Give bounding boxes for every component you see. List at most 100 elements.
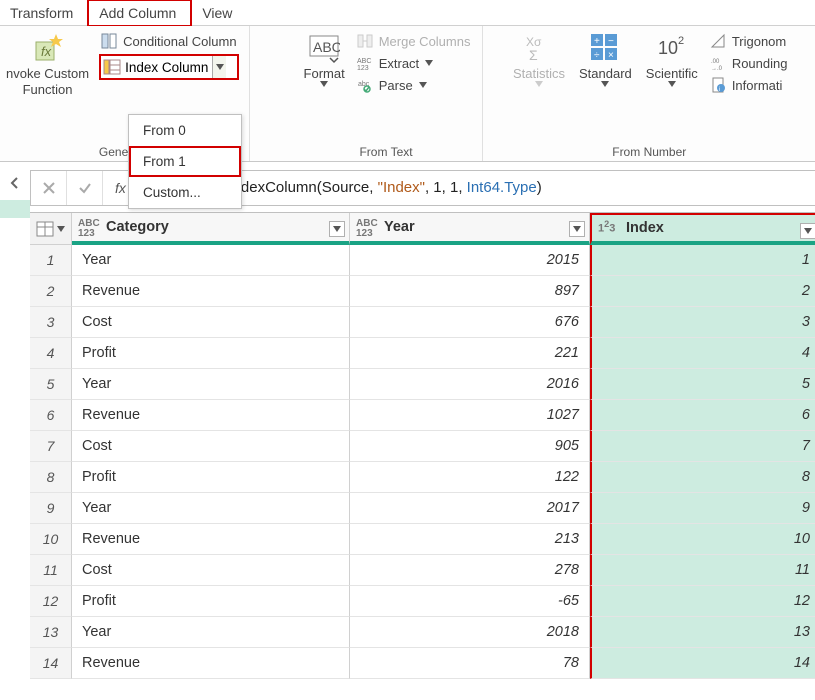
info-icon: i [710,77,726,93]
selected-query-marker [0,200,30,218]
row-number[interactable]: 5 [30,369,72,400]
formula-commit-button[interactable] [67,171,103,205]
cell-year[interactable]: 78 [350,648,590,679]
header-index[interactable]: 123 Index [590,213,815,245]
row-number[interactable]: 6 [30,400,72,431]
row-number[interactable]: 11 [30,555,72,586]
cell-category[interactable]: Year [72,369,350,400]
cell-category[interactable]: Year [72,245,350,276]
menu-item-from-1[interactable]: From 1 [129,146,241,177]
cell-year[interactable]: 2017 [350,493,590,524]
merge-columns-button: Merge Columns [355,32,473,50]
cell-year[interactable]: 905 [350,431,590,462]
filter-dropdown-index[interactable] [800,223,815,239]
row-number[interactable]: 3 [30,307,72,338]
extract-button[interactable]: ABC123 Extract [355,54,473,72]
tab-view[interactable]: View [192,1,246,25]
cell-index[interactable]: 2 [590,276,815,307]
cell-category[interactable]: Year [72,493,350,524]
information-button[interactable]: i Informati [708,76,790,94]
conditional-column-button[interactable]: Conditional Column [99,32,238,50]
tab-add-column[interactable]: Add Column [87,0,192,27]
index-column-dropdown-arrow[interactable] [212,56,226,78]
svg-text:ABC: ABC [357,58,371,65]
cell-index[interactable]: 6 [590,400,815,431]
cell-index[interactable]: 4 [590,338,815,369]
cell-year[interactable]: 1027 [350,400,590,431]
cell-year[interactable]: 897 [350,276,590,307]
cell-year[interactable]: 676 [350,307,590,338]
row-number[interactable]: 1 [30,245,72,276]
type-any-icon: ABC123 [78,219,100,235]
extract-label: Extract [379,56,419,71]
filter-dropdown-year[interactable] [569,221,585,237]
scientific-button[interactable]: 102 Scientific [642,30,702,89]
cell-index[interactable]: 13 [590,617,815,648]
index-column-button[interactable]: Index Column [99,54,238,80]
format-button[interactable]: ABC Format [300,30,349,89]
row-number[interactable]: 8 [30,462,72,493]
ribbon-group-from-text: ABC Format Merge Columns ABC123 Extract … [290,26,484,161]
cell-index[interactable]: 5 [590,369,815,400]
cell-index[interactable]: 9 [590,493,815,524]
cell-category[interactable]: Year [72,617,350,648]
row-number[interactable]: 9 [30,493,72,524]
cell-category[interactable]: Cost [72,307,350,338]
cell-year[interactable]: -65 [350,586,590,617]
cell-index[interactable]: 1 [590,245,815,276]
formula-mid: , 1, 1, [425,179,467,196]
cell-category[interactable]: Profit [72,338,350,369]
row-number[interactable]: 2 [30,276,72,307]
row-number[interactable]: 7 [30,431,72,462]
header-index-label: Index [626,220,664,236]
parse-icon: abc [357,77,373,93]
cell-category[interactable]: Cost [72,555,350,586]
group-label-from-text: From Text [359,143,412,159]
trigonometry-button[interactable]: Trigonom [708,32,790,50]
chevron-down-icon [601,81,609,87]
cell-category[interactable]: Profit [72,462,350,493]
formula-cancel-button[interactable] [31,171,67,205]
header-rownum[interactable] [30,213,72,245]
cell-index[interactable]: 3 [590,307,815,338]
row-number[interactable]: 4 [30,338,72,369]
menu-item-custom[interactable]: Custom... [129,177,241,208]
cell-year[interactable]: 2015 [350,245,590,276]
cell-year[interactable]: 2018 [350,617,590,648]
parse-button[interactable]: abc Parse [355,76,473,94]
header-year[interactable]: ABC123 Year [350,213,590,245]
cell-category[interactable]: Revenue [72,648,350,679]
row-number[interactable]: 10 [30,524,72,555]
cell-year[interactable]: 122 [350,462,590,493]
tab-transform[interactable]: Transform [0,1,87,25]
row-number[interactable]: 14 [30,648,72,679]
cell-year[interactable]: 278 [350,555,590,586]
cell-index[interactable]: 8 [590,462,815,493]
cell-category[interactable]: Revenue [72,400,350,431]
expand-pane-chevron-icon[interactable] [8,176,22,190]
cell-year[interactable]: 213 [350,524,590,555]
cell-category[interactable]: Revenue [72,524,350,555]
cell-year[interactable]: 221 [350,338,590,369]
rounding-button[interactable]: .00→.0 Rounding [708,54,790,72]
cell-category[interactable]: Cost [72,431,350,462]
info-label: Informati [732,78,783,93]
filter-dropdown-category[interactable] [329,221,345,237]
svg-text:.00: .00 [711,59,720,65]
menu-item-from-0[interactable]: From 0 [129,115,241,146]
cell-category[interactable]: Profit [72,586,350,617]
header-category[interactable]: ABC123 Category [72,213,350,245]
rounding-icon: .00→.0 [710,55,726,71]
cell-category[interactable]: Revenue [72,276,350,307]
row-number[interactable]: 13 [30,617,72,648]
cell-year[interactable]: 2016 [350,369,590,400]
cell-index[interactable]: 11 [590,555,815,586]
invoke-custom-function-button[interactable]: fx nvoke Custom Function [2,30,93,99]
cell-index[interactable]: 14 [590,648,815,679]
standard-button[interactable]: +−÷× Standard [575,30,636,89]
cell-index[interactable]: 10 [590,524,815,555]
cell-index[interactable]: 7 [590,431,815,462]
check-icon [78,181,92,195]
row-number[interactable]: 12 [30,586,72,617]
cell-index[interactable]: 12 [590,586,815,617]
